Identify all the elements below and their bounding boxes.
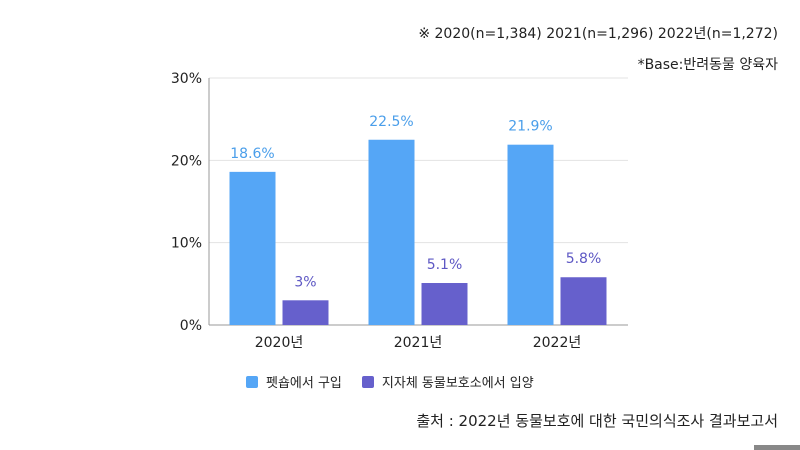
legend-label-petshop: 펫숍에서 구입 bbox=[266, 376, 342, 391]
y-tick-label: 10% bbox=[171, 236, 202, 252]
source-note: 출처 : 2022년 동물보호에 대한 국민의식조사 결과보고서 bbox=[416, 412, 778, 430]
bar bbox=[282, 300, 329, 325]
x-tick-label: 2020년 bbox=[255, 335, 304, 351]
bar bbox=[421, 283, 468, 325]
data-label: 21.9% bbox=[508, 119, 552, 135]
sample-size-note: ※ 2020(n=1,384) 2021(n=1,296) 2022년(n=1,… bbox=[418, 26, 778, 42]
bar bbox=[560, 277, 607, 325]
bar bbox=[229, 171, 276, 325]
corner-decoration bbox=[754, 445, 800, 450]
legend-label-shelter: 지자체 동물보호소에서 입양 bbox=[381, 376, 534, 391]
data-label: 3% bbox=[294, 274, 316, 290]
data-label: 22.5% bbox=[369, 114, 413, 130]
x-tick-label: 2022년 bbox=[533, 335, 582, 351]
bar bbox=[507, 144, 554, 325]
chart-legend: 펫숍에서 구입 지자체 동물보호소에서 입양 bbox=[246, 372, 554, 391]
legend-swatch-petshop bbox=[246, 375, 258, 388]
legend-item-shelter: 지자체 동물보호소에서 입양 bbox=[361, 372, 534, 391]
base-note: *Base:반려동물 양육자 bbox=[637, 57, 778, 73]
y-tick-label: 30% bbox=[171, 71, 202, 87]
y-tick-label: 0% bbox=[180, 318, 202, 334]
y-tick-label: 20% bbox=[171, 153, 202, 169]
x-tick-label: 2021년 bbox=[394, 335, 443, 351]
data-label: 5.1% bbox=[427, 257, 463, 273]
legend-item-petshop: 펫숍에서 구입 bbox=[246, 372, 342, 391]
bar bbox=[368, 139, 415, 325]
data-label: 18.6% bbox=[230, 146, 274, 162]
legend-swatch-shelter bbox=[361, 375, 374, 388]
data-label: 5.8% bbox=[566, 251, 602, 267]
